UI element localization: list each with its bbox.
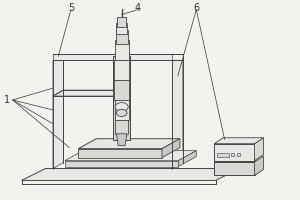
Polygon shape [53,54,172,60]
Circle shape [115,103,128,111]
Text: 4: 4 [135,3,141,13]
Bar [237,153,240,156]
Bar [116,23,127,34]
Circle shape [116,109,127,116]
Polygon shape [78,149,162,158]
Polygon shape [254,156,263,175]
Polygon shape [214,138,263,144]
Polygon shape [65,151,196,161]
Text: 5: 5 [68,3,74,13]
Polygon shape [53,90,120,96]
Bar [116,30,128,44]
Bar [114,60,129,80]
Bar [214,162,254,175]
Bar [113,56,130,140]
Text: 6: 6 [193,3,199,13]
Bar [214,144,254,161]
Polygon shape [22,169,240,180]
Bar [115,40,129,60]
Bar [114,80,129,100]
Polygon shape [162,139,180,158]
Polygon shape [65,161,178,167]
Bar [115,100,129,120]
Bar [217,153,229,157]
Polygon shape [254,138,263,161]
Bar [231,153,234,156]
Polygon shape [172,60,183,169]
Text: 1: 1 [4,95,10,105]
Bar [117,17,126,27]
Bar [115,120,128,134]
Polygon shape [116,134,127,146]
Polygon shape [78,139,180,149]
Polygon shape [53,60,63,169]
Polygon shape [178,151,196,167]
